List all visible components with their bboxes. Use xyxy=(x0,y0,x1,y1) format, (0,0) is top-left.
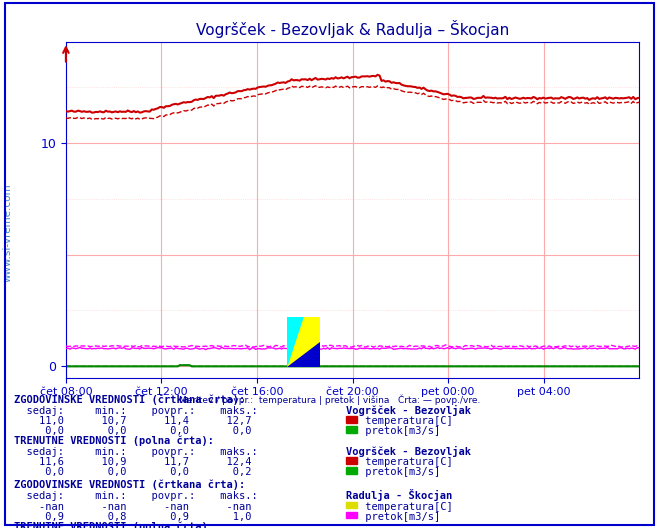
Text: sedaj:     min.:    povpr.:    maks.:: sedaj: min.: povpr.: maks.: xyxy=(14,447,258,457)
Text: 0,0       0,0       0,0       0,2: 0,0 0,0 0,0 0,2 xyxy=(14,467,252,477)
Text: -nan      -nan      -nan      -nan: -nan -nan -nan -nan xyxy=(14,502,252,512)
Text: ZGODOVINSKE VREDNOSTI (črtkana črta):: ZGODOVINSKE VREDNOSTI (črtkana črta): xyxy=(14,480,246,491)
Polygon shape xyxy=(287,342,320,367)
Text: sedaj:     min.:    povpr.:    maks.:: sedaj: min.: povpr.: maks.: xyxy=(14,406,258,416)
Text: temperatura[C]: temperatura[C] xyxy=(359,502,453,512)
Text: Meritev / povpr.:  temperatura | pretok | višina   Črta: — povp./vre.: Meritev / povpr.: temperatura | pretok |… xyxy=(179,395,480,406)
Text: pretok[m3/s]: pretok[m3/s] xyxy=(359,426,440,436)
Text: Vogršček - Bezovljak: Vogršček - Bezovljak xyxy=(346,446,471,457)
Text: Vogršček - Bezovljak: Vogršček - Bezovljak xyxy=(346,405,471,416)
Text: temperatura[C]: temperatura[C] xyxy=(359,457,453,467)
Text: 0,0       0,0       0,0       0,0: 0,0 0,0 0,0 0,0 xyxy=(14,426,252,436)
Text: pretok[m3/s]: pretok[m3/s] xyxy=(359,512,440,522)
Text: TRENUTNE VREDNOSTI (polna črta):: TRENUTNE VREDNOSTI (polna črta): xyxy=(14,521,214,528)
Title: Vogršček - Bezovljak & Radulja – Škocjan: Vogršček - Bezovljak & Radulja – Škocjan xyxy=(196,20,509,39)
Text: pretok[m3/s]: pretok[m3/s] xyxy=(359,467,440,477)
Text: 11,6      10,9      11,7      12,4: 11,6 10,9 11,7 12,4 xyxy=(14,457,252,467)
Text: 0,9       0,8       0,9       1,0: 0,9 0,8 0,9 1,0 xyxy=(14,512,252,522)
Text: Radulja - Škocjan: Radulja - Škocjan xyxy=(346,489,452,502)
Text: sedaj:     min.:    povpr.:    maks.:: sedaj: min.: povpr.: maks.: xyxy=(14,492,258,502)
Text: 11,0      10,7      11,4      12,7: 11,0 10,7 11,4 12,7 xyxy=(14,416,252,426)
Polygon shape xyxy=(287,317,303,367)
Text: ZGODOVINSKE VREDNOSTI (črtkana črta):: ZGODOVINSKE VREDNOSTI (črtkana črta): xyxy=(14,394,246,405)
Text: www.si-vreme.com: www.si-vreme.com xyxy=(3,183,13,281)
Text: temperatura[C]: temperatura[C] xyxy=(359,416,453,426)
Text: TRENUTNE VREDNOSTI (polna črta):: TRENUTNE VREDNOSTI (polna črta): xyxy=(14,436,214,446)
